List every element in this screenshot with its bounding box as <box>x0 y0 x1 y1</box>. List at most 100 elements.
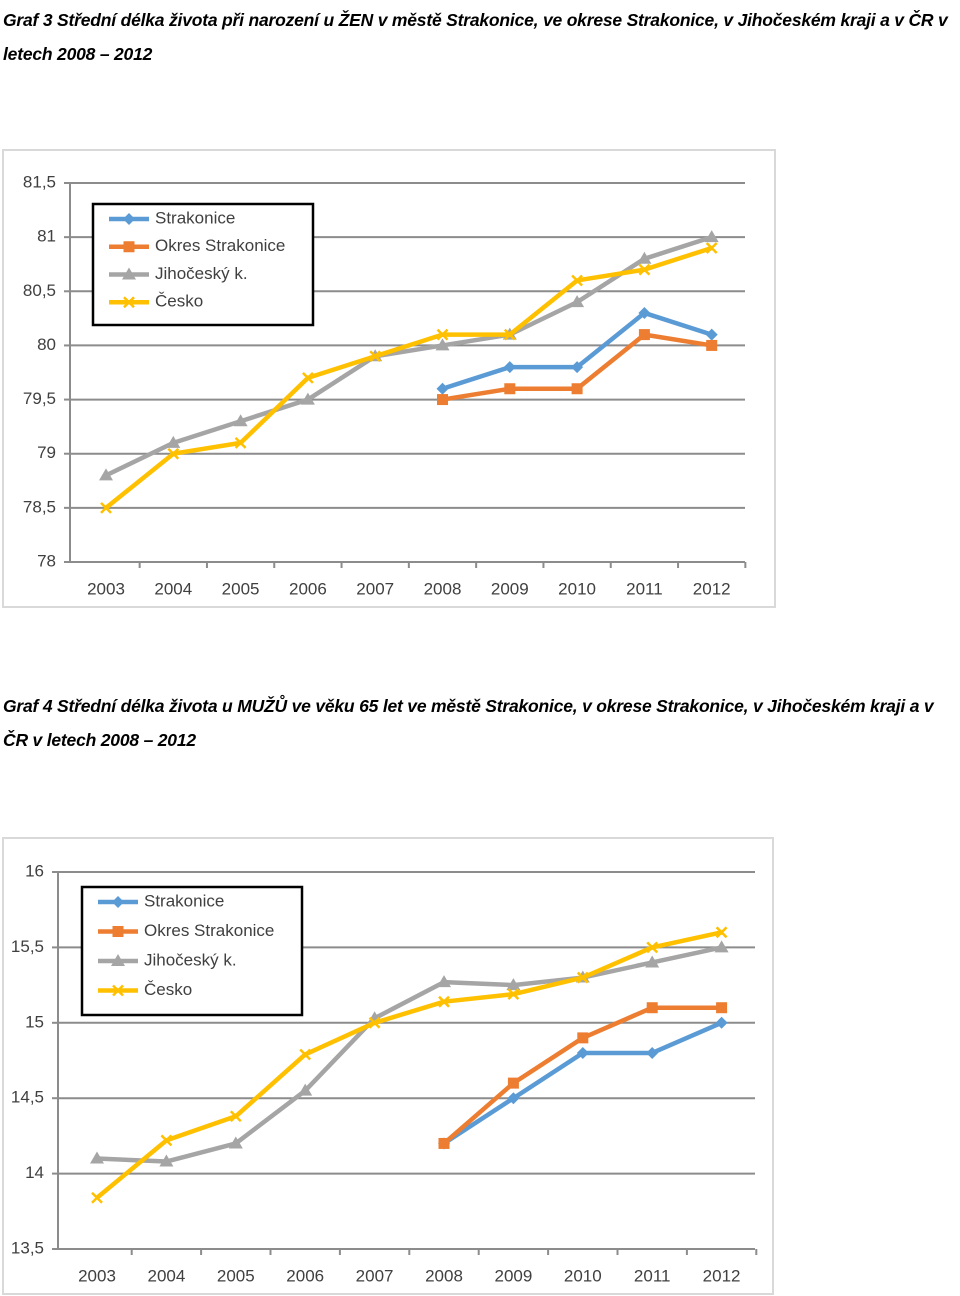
marker <box>637 251 652 264</box>
marker <box>638 329 650 341</box>
legend <box>91 202 315 327</box>
legend-label: Jihočeský k. <box>144 950 237 969</box>
marker <box>437 394 448 406</box>
marker <box>507 988 520 1001</box>
y-tick-label: 81,5 <box>23 172 56 191</box>
y-tick-label: 15 <box>25 1012 44 1031</box>
legend-label: Česko <box>144 980 192 999</box>
marker <box>705 328 718 341</box>
marker <box>706 339 718 351</box>
x-tick-label: 2005 <box>217 1266 255 1285</box>
marker <box>638 306 651 319</box>
legend-label: Strakonice <box>144 891 224 910</box>
marker <box>438 1137 450 1149</box>
x-tick-label: 2008 <box>425 1266 463 1285</box>
marker <box>298 1083 313 1096</box>
marker <box>715 1016 728 1029</box>
marker <box>160 1134 173 1147</box>
y-tick-label: 15,5 <box>11 937 44 956</box>
x-tick-label: 2011 <box>626 579 663 598</box>
marker <box>299 1048 312 1061</box>
x-tick-label: 2005 <box>222 579 260 598</box>
legend-label: Česko <box>155 292 203 311</box>
marker <box>504 383 516 395</box>
marker <box>166 435 181 448</box>
series-line <box>95 930 723 1200</box>
y-tick-label: 79,5 <box>23 389 56 408</box>
y-tick-label: 16 <box>25 861 44 880</box>
marker <box>438 995 450 1008</box>
marker <box>571 383 583 395</box>
marker <box>716 1002 728 1014</box>
y-tick-label: 78,5 <box>23 497 56 516</box>
marker <box>571 274 583 287</box>
x-tick-label: 2004 <box>147 1266 185 1285</box>
marker <box>437 975 451 988</box>
y-tick-label: 80 <box>37 335 56 354</box>
marker <box>100 501 112 514</box>
legend-label: Okres Strakonice <box>155 236 285 255</box>
marker <box>123 213 135 225</box>
marker <box>576 1046 589 1059</box>
y-tick-label: 79 <box>37 443 56 462</box>
y-tick-label: 14 <box>25 1163 44 1182</box>
marker <box>234 437 247 449</box>
marker <box>436 328 449 341</box>
series-line <box>104 245 713 510</box>
marker <box>111 954 125 966</box>
marker <box>302 372 314 384</box>
marker <box>714 940 729 953</box>
marker <box>645 955 660 968</box>
marker <box>90 1151 104 1164</box>
marker <box>638 263 651 276</box>
marker <box>646 1046 659 1059</box>
marker <box>571 361 584 374</box>
marker <box>112 896 124 908</box>
marker <box>646 941 659 954</box>
marker <box>233 414 248 427</box>
legend-label: Jihočeský k. <box>155 264 248 283</box>
marker <box>507 1092 520 1105</box>
marker <box>570 295 585 308</box>
marker <box>112 926 124 937</box>
marker <box>646 1002 658 1014</box>
legend <box>80 885 304 1017</box>
series-line <box>105 235 713 478</box>
marker <box>503 361 516 374</box>
y-tick-label: 14,5 <box>11 1088 44 1107</box>
marker <box>91 1191 103 1204</box>
chart-title: Graf 4 Střední délka života u MUŽŮ ve vě… <box>3 696 934 750</box>
marker <box>300 392 315 405</box>
y-tick-label: 13,5 <box>11 1238 44 1257</box>
marker <box>704 230 719 243</box>
x-tick-label: 2006 <box>286 1266 324 1285</box>
marker <box>576 971 589 984</box>
marker <box>122 267 136 280</box>
y-tick-label: 78 <box>37 551 56 570</box>
series-line <box>96 945 723 1164</box>
marker <box>435 338 450 351</box>
x-tick-label: 2009 <box>494 1266 532 1285</box>
marker <box>112 984 124 997</box>
x-tick-label: 2007 <box>356 579 394 598</box>
marker <box>705 242 718 254</box>
marker <box>159 1154 174 1167</box>
marker <box>123 296 135 309</box>
x-tick-label: 2007 <box>356 1266 394 1285</box>
marker <box>229 1110 242 1123</box>
x-tick-label: 2006 <box>289 579 327 598</box>
marker <box>715 926 728 939</box>
chart-title: Graf 3 Střední délka života při narození… <box>3 10 948 64</box>
x-tick-label: 2011 <box>634 1266 671 1285</box>
marker <box>99 468 113 481</box>
x-tick-label: 2008 <box>424 579 462 598</box>
x-tick-label: 2003 <box>87 579 125 598</box>
x-tick-label: 2010 <box>564 1266 602 1285</box>
x-tick-label: 2009 <box>491 579 529 598</box>
marker <box>123 241 135 253</box>
x-tick-label: 2012 <box>703 1266 741 1285</box>
marker <box>369 350 382 363</box>
marker <box>503 328 516 341</box>
